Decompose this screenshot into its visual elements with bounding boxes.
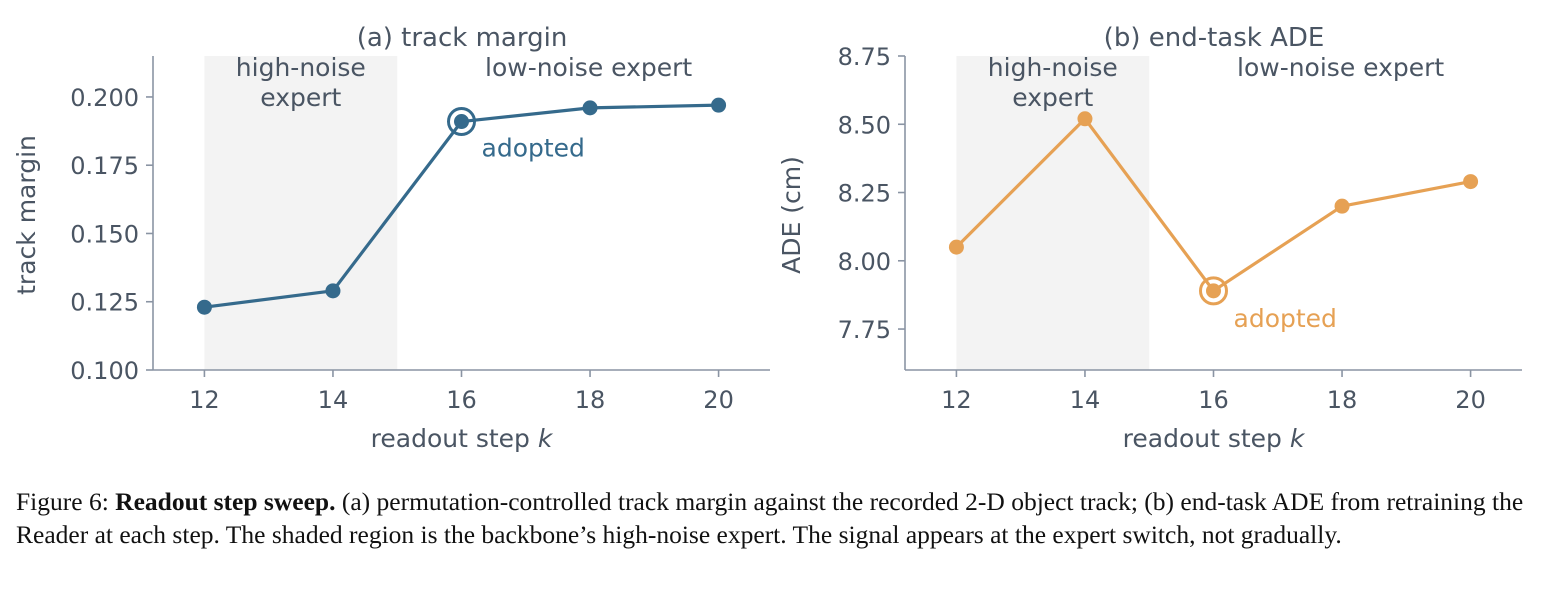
x-tick-label: 20 <box>1455 386 1486 414</box>
y-tick-label: 8.75 <box>838 43 891 71</box>
panel-track-margin: 0.100 0.125 0.150 0.175 0.200 12 14 16 18 20 (a)… <box>12 23 770 453</box>
y-tick-label: 8.00 <box>838 248 891 276</box>
shaded-region-label: high-noise <box>988 53 1118 82</box>
x-tick-label: 18 <box>575 386 606 414</box>
data-point <box>711 97 727 113</box>
caption-text: (a) permutation-controlled track margin … <box>16 487 1524 549</box>
y-tick-label: 0.200 <box>70 84 139 112</box>
adopted-label: adopted <box>1234 304 1337 333</box>
y-tick-label: 0.150 <box>70 220 139 248</box>
x-tick-label: 12 <box>941 386 972 414</box>
x-tick-label: 16 <box>446 386 477 414</box>
data-point <box>325 283 341 299</box>
low-noise-region-label: low-noise expert <box>1237 53 1444 82</box>
adopted-marker-ring <box>1199 276 1228 306</box>
y-tick-label: 0.125 <box>70 289 139 317</box>
y-tick-label: 8.25 <box>838 180 891 208</box>
data-point <box>1077 111 1093 127</box>
panel-title: (b) end-task ADE <box>1104 23 1325 53</box>
data-point <box>948 239 964 255</box>
adopted-label: adopted <box>482 134 585 163</box>
shaded-region-label: high-noise <box>236 53 366 82</box>
shaded-region-label: expert <box>260 83 341 112</box>
x-axis-label: readout step k <box>1123 424 1306 453</box>
data-point <box>582 100 598 116</box>
y-tick-label: 8.50 <box>838 111 891 139</box>
y-tick-label: 7.75 <box>838 316 891 344</box>
x-tick-label: 18 <box>1327 386 1358 414</box>
x-tick-label: 12 <box>189 386 220 414</box>
panel-end-task-ade: 7.75 8.00 8.25 8.50 8.75 12 14 16 18 20 (b) end-… <box>777 23 1522 453</box>
figure-caption: Figure 6: Readout step sweep. (a) permut… <box>16 485 1530 551</box>
data-point <box>1463 174 1479 190</box>
x-axis-label: readout step k <box>371 424 554 453</box>
shaded-region-label: expert <box>1012 83 1093 112</box>
y-tick-label: 0.175 <box>70 152 139 180</box>
y-tick-label: 0.100 <box>70 357 139 385</box>
y-axis-label: ADE (cm) <box>777 156 806 274</box>
y-axis-label: track margin <box>12 135 41 295</box>
data-point <box>1206 283 1221 299</box>
data-point <box>1334 198 1350 214</box>
figure: 0.100 0.125 0.150 0.175 0.200 12 14 16 18 20 (a)… <box>12 23 1522 453</box>
adopted-marker-ring <box>447 107 476 137</box>
caption-bold-title: Readout step sweep. <box>115 487 336 516</box>
data-point <box>454 114 469 130</box>
caption-figure-label: Figure 6: <box>16 487 109 516</box>
high-noise-region <box>204 56 398 370</box>
x-tick-label: 20 <box>703 386 734 414</box>
low-noise-region-label: low-noise expert <box>485 53 692 82</box>
x-tick-label: 14 <box>1070 386 1101 414</box>
x-tick-label: 16 <box>1198 386 1229 414</box>
data-point <box>196 299 212 315</box>
panel-title: (a) track margin <box>357 23 568 53</box>
x-tick-label: 14 <box>318 386 349 414</box>
